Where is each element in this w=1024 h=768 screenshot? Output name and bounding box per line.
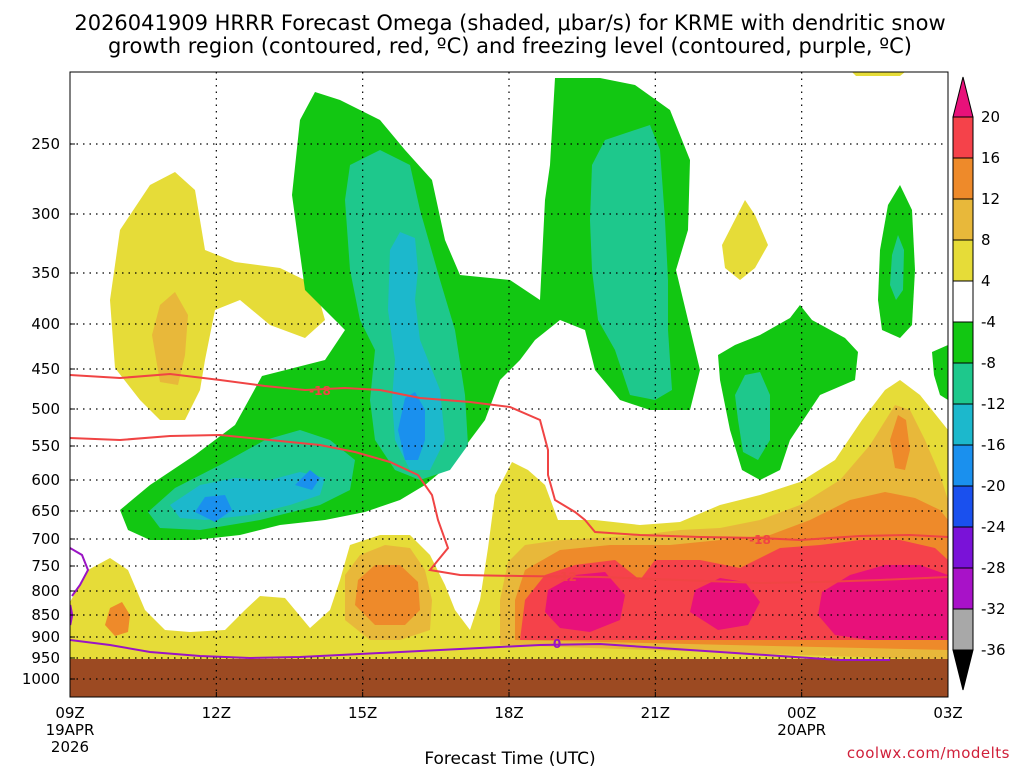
colorbar-label: -8 (981, 354, 996, 372)
colorbar-segment (952, 198, 974, 241)
colorbar-label: -32 (981, 600, 1006, 618)
colorbar-segment (952, 608, 974, 651)
colorbar-segment (952, 362, 974, 405)
x-tick-label: 21Z (641, 704, 670, 722)
temperature-contours (70, 372, 948, 661)
colorbar-label: -4 (981, 313, 996, 331)
x-tick-label: 15Z (348, 704, 377, 722)
colorbar-label: -12 (981, 395, 1006, 413)
x-tick-label: 03Z (933, 704, 962, 722)
colorbar-label: 8 (981, 231, 991, 249)
y-tick-label: 650 (31, 502, 60, 520)
x-tick-date: 19APR (46, 721, 95, 739)
contour-zero-left (70, 547, 90, 597)
omega-region-cyan-upper (388, 232, 445, 470)
colorbar-segment (952, 526, 974, 569)
contour-label-zero: 0 (553, 637, 561, 651)
omega-region-blue-upper (398, 392, 425, 460)
chart-title-line1: 2026041909 HRRR Forecast Omega (shaded, … (74, 11, 945, 35)
omega-region-lower-orange4 (105, 602, 130, 636)
y-tick-label: 900 (31, 628, 60, 646)
colorbar-segment (952, 485, 974, 528)
contour-label-minus12: -12 (555, 570, 577, 584)
omega-region-top-yellow (852, 72, 905, 76)
colorbar-segment (952, 567, 974, 610)
omega-region-orange-small-right (890, 415, 910, 470)
contour-label-minus18-a: -18 (309, 384, 331, 398)
colorbar-label: -20 (981, 477, 1006, 495)
colorbar: 20 16 12 8 4 -4 -8 -12 -16 -20 -24 -28 -32 -36 (952, 76, 1006, 691)
colorbar-segment (952, 116, 974, 159)
colorbar-label: -16 (981, 436, 1006, 454)
omega-region-teal-right2 (890, 235, 904, 300)
x-tick-date: 20APR (777, 721, 826, 739)
chart-grid (70, 72, 948, 697)
colorbar-label: 4 (981, 272, 991, 290)
omega-region-teal-right (590, 125, 672, 400)
y-tick-label: 500 (31, 400, 60, 418)
omega-region-left-orange (152, 292, 188, 385)
y-tick-label: 850 (31, 606, 60, 624)
colorbar-segment (952, 157, 974, 200)
x-axis-label: Forecast Time (UTC) (424, 749, 595, 768)
colorbar-label: -28 (981, 559, 1006, 577)
omega-region-teal-right1 (735, 372, 770, 460)
colorbar-segment (952, 239, 974, 282)
omega-region-magenta3 (818, 565, 948, 640)
plot-area: -18 -18 -12 0 (70, 72, 948, 697)
colorbar-label: 12 (981, 190, 1000, 208)
omega-region-lower-orange3 (355, 565, 420, 625)
colorbar-segment (952, 444, 974, 487)
chart-title-line2: growth region (contoured, red, ºC) and f… (108, 34, 912, 58)
y-tick-label: 400 (31, 315, 60, 333)
colorbar-label: -24 (981, 518, 1006, 536)
colorbar-segment (952, 321, 974, 364)
y-tick-label: 800 (31, 582, 60, 600)
omega-region-blue-left (195, 495, 232, 522)
colorbar-segment (952, 280, 974, 323)
x-tick-label: 09Z (55, 704, 84, 722)
contour-labels: -18 -18 -12 0 (309, 384, 771, 651)
x-tick-label: 18Z (494, 704, 523, 722)
x-tick-year: 2026 (51, 738, 89, 756)
colorbar-segment (952, 403, 974, 446)
y-tick-label: 550 (31, 437, 60, 455)
omega-region-green-right3 (932, 345, 948, 400)
y-tick-label: 1000 (22, 670, 60, 688)
x-tick-label: 00Z (787, 704, 816, 722)
colorbar-cap-bottom (952, 649, 974, 691)
x-tick-label: 12Z (202, 704, 231, 722)
colorbar-label: 16 (981, 149, 1000, 167)
contour-label-minus18-b: -18 (749, 533, 771, 547)
y-tick-label: 700 (31, 530, 60, 548)
contour-zero (70, 639, 890, 661)
omega-region-yellow-right-small (722, 200, 768, 280)
y-tick-label: 250 (31, 135, 60, 153)
colorbar-label: -36 (981, 641, 1006, 659)
omega-region-magenta1 (545, 572, 625, 632)
y-axis-ticks: 250 300 350 400 450 500 550 600 650 700 750 800 850 9… (22, 135, 75, 688)
omega-shading (70, 72, 948, 660)
omega-region-blue-left2 (295, 470, 320, 490)
y-tick-label: 300 (31, 205, 60, 223)
colorbar-label: 20 (981, 108, 1000, 126)
y-tick-label: 450 (31, 360, 60, 378)
colorbar-cap-top (952, 76, 974, 118)
contour-minus12 (70, 433, 948, 585)
y-tick-label: 750 (31, 557, 60, 575)
y-tick-label: 600 (31, 471, 60, 489)
y-tick-label: 350 (31, 264, 60, 282)
y-tick-label: 950 (31, 649, 60, 667)
credit-link[interactable]: coolwx.com/modelts (847, 744, 1010, 762)
contour-minus18 (70, 372, 948, 542)
